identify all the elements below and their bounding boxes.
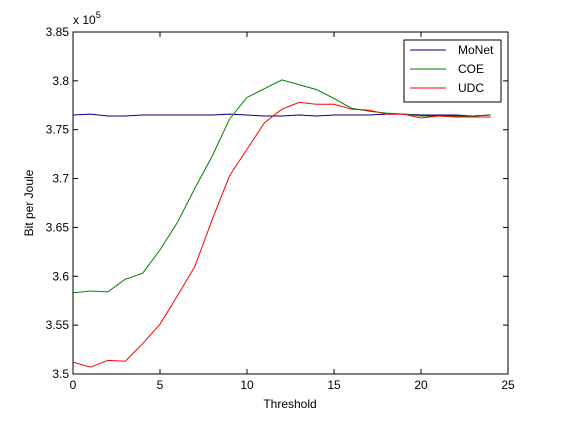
y-exponent-base: x 10 <box>73 13 96 27</box>
series-layer <box>72 79 491 368</box>
series-line-monet <box>72 113 491 117</box>
y-exponent-power: 5 <box>96 10 101 20</box>
y-tick-label: 3.8 <box>52 74 69 88</box>
series-line-coe <box>72 79 491 294</box>
x-tick-label: 25 <box>501 378 515 392</box>
y-tick-label: 3.7 <box>52 172 69 186</box>
ticks-layer: 0 5 10 15 20 25 3.5 3.55 3.6 3.65 3.7 3.75 3.8 3.85 <box>46 25 515 392</box>
y-tick-label: 3.85 <box>46 25 70 39</box>
x-tick-label: 15 <box>327 378 341 392</box>
y-axis-label: Bit per Joule <box>22 169 36 236</box>
y-tick-label: 3.65 <box>46 220 70 234</box>
series-line-udc <box>72 101 491 368</box>
y-tick-label: 3.5 <box>52 367 69 381</box>
plot-frame <box>72 31 509 375</box>
x-tick-label: 0 <box>70 378 77 392</box>
x-axis-label: Threshold <box>263 397 316 411</box>
x-tick-label: 10 <box>240 378 254 392</box>
legend-label-coe: COE <box>458 62 484 76</box>
x-tick-label: 20 <box>414 378 428 392</box>
legend-label-udc: UDC <box>458 81 484 95</box>
x-tick-label: 5 <box>157 378 164 392</box>
y-tick-label: 3.6 <box>52 269 69 283</box>
y-tick-label: 3.75 <box>46 123 70 137</box>
y-tick-label: 3.55 <box>46 318 70 332</box>
y-exponent-label: x 105 <box>73 10 101 27</box>
legend-label-monet: MoNet <box>458 43 494 57</box>
legend: MoNet COE UDC <box>403 39 502 103</box>
